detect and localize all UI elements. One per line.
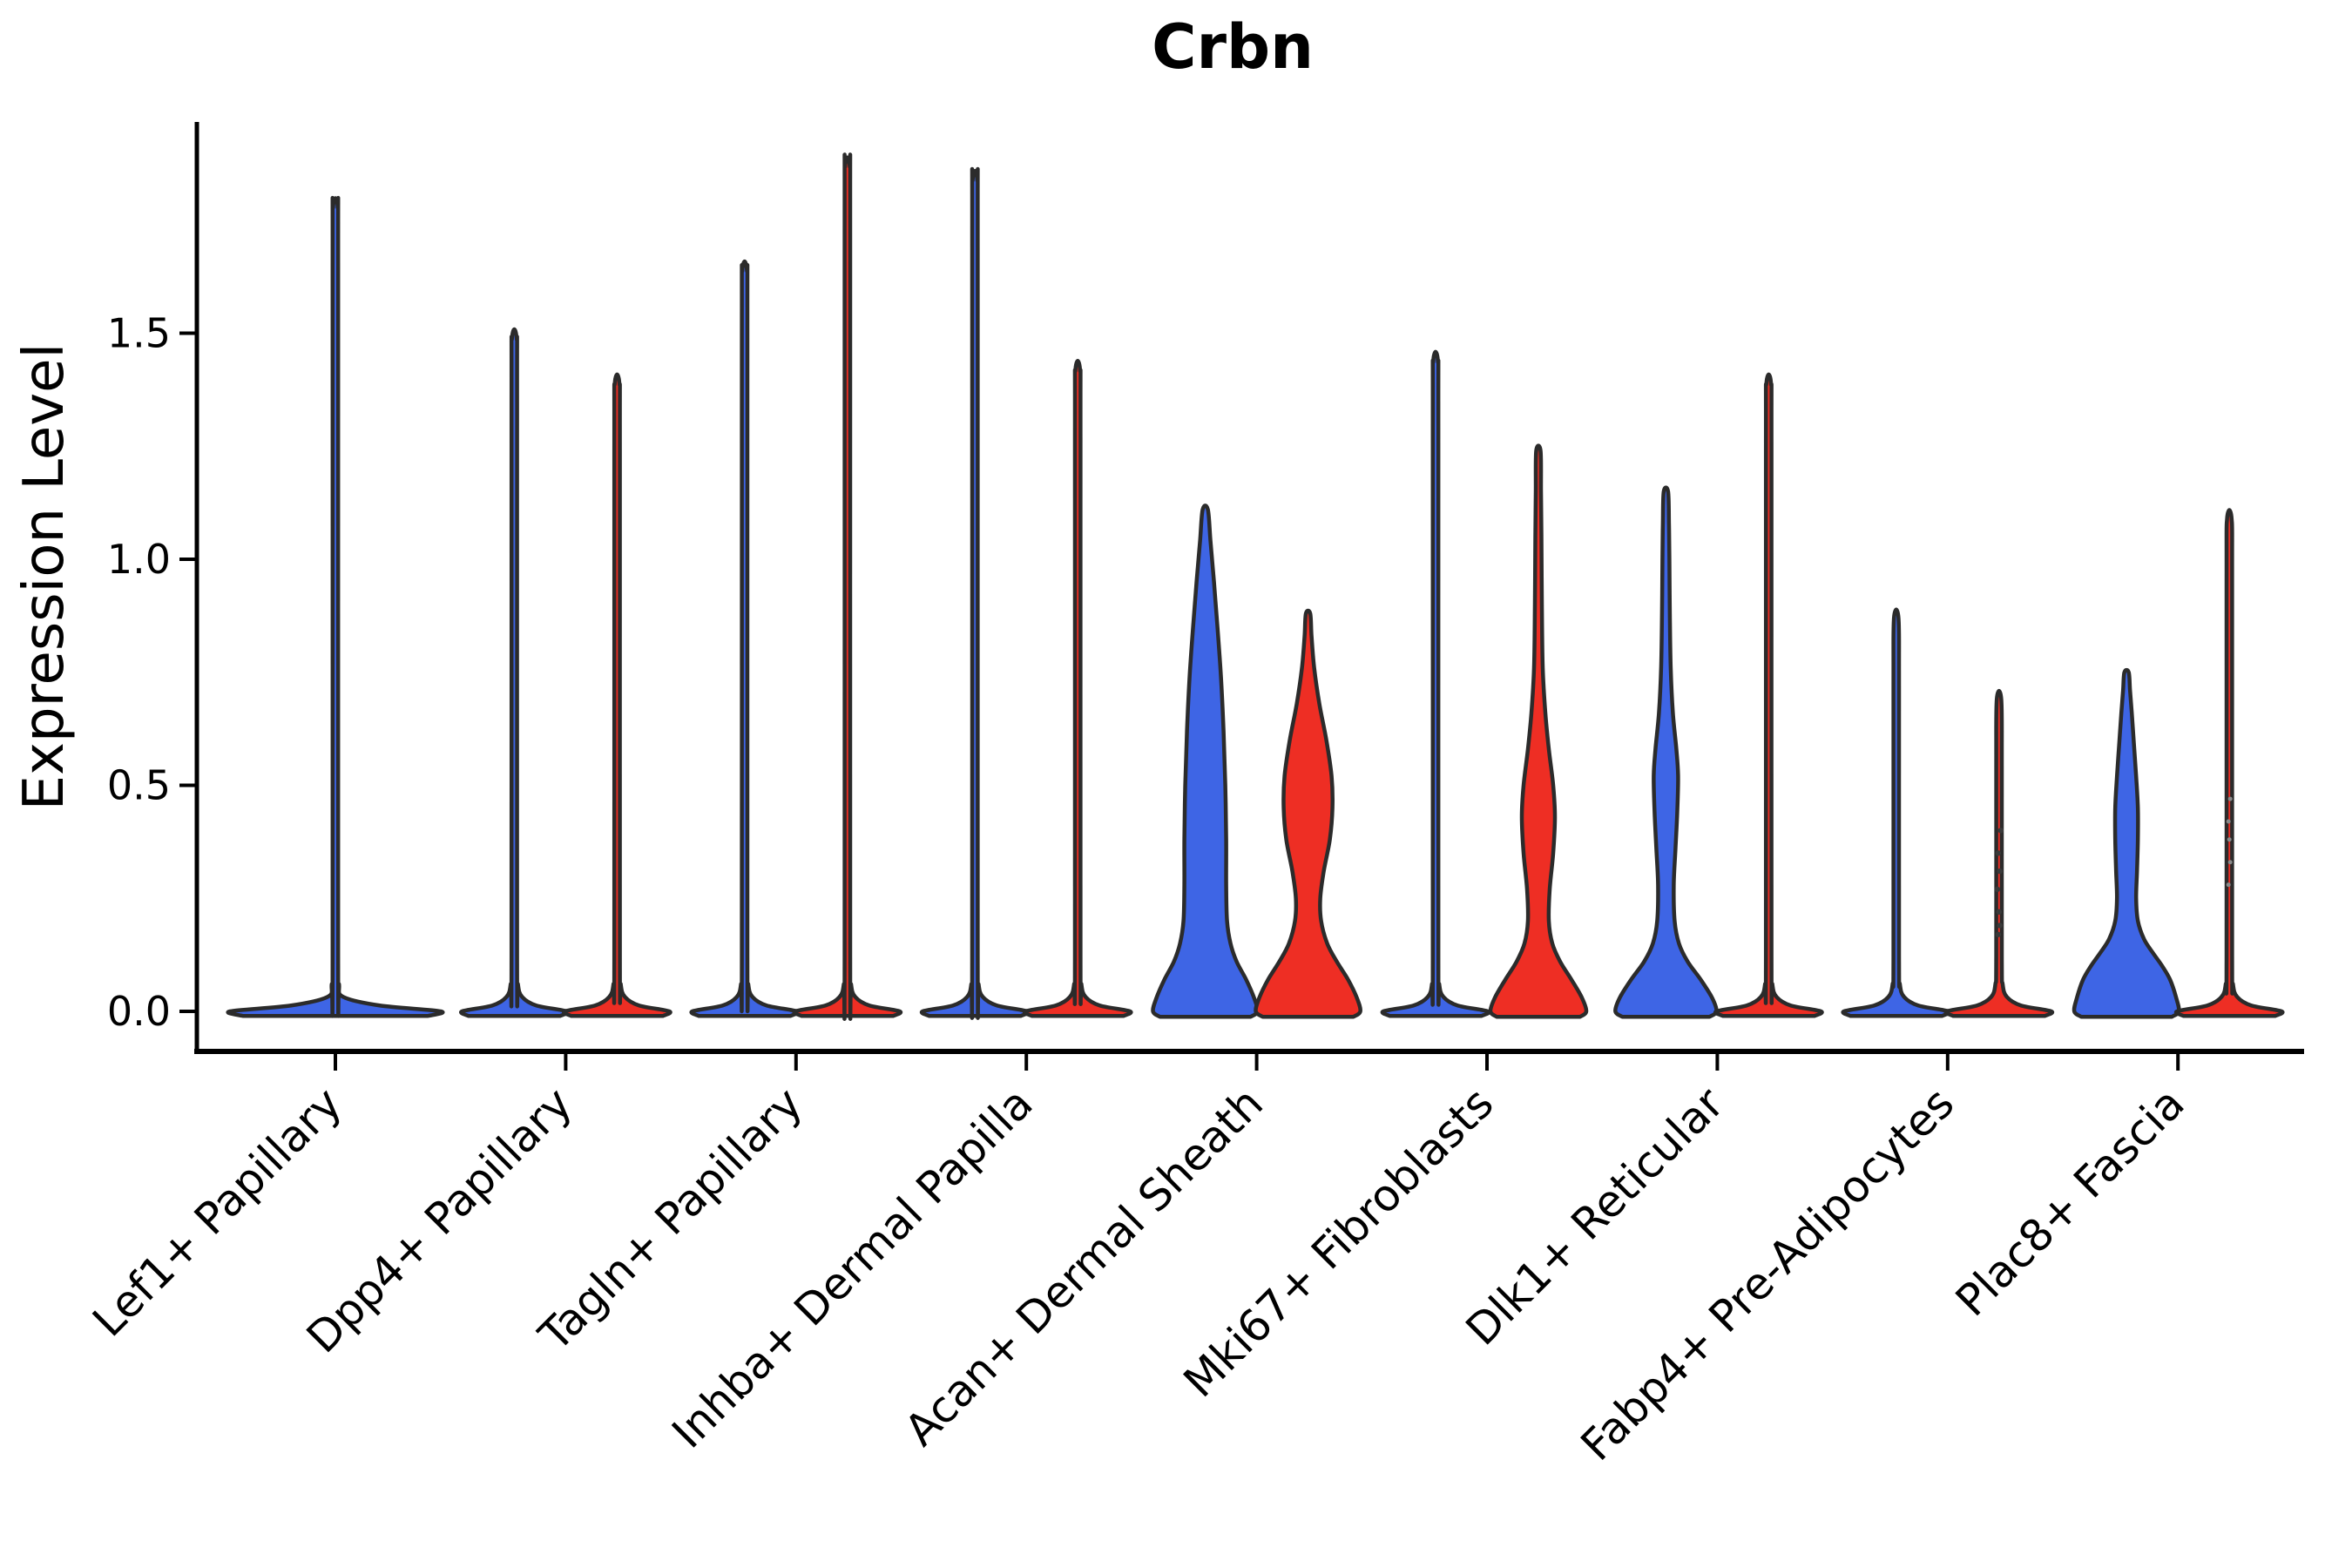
violin-spike-cat4-group1: [919, 166, 1031, 1020]
violin-spike-cat4-group2: [1022, 359, 1133, 1018]
jitter-point: [1996, 909, 2002, 916]
y-tick-label: 1.5: [107, 310, 171, 357]
y-axis-label: Expression Level: [12, 343, 77, 811]
jitter-point: [1997, 868, 2003, 875]
violin-spike-cat1-group1: [226, 195, 445, 1018]
x-tick-label: Lef1+ Papillary: [83, 1078, 351, 1346]
jitter-point: [2227, 837, 2232, 842]
violin-spike-cat2-group1: [459, 327, 570, 1018]
jitter-point: [1994, 886, 2000, 893]
violin-violin-cat6-group2: [1488, 443, 1589, 1019]
jitter-point: [1995, 850, 2001, 856]
jitter-point: [2226, 819, 2231, 824]
x-tick-label: Plac8+ Fascia: [1946, 1078, 2194, 1326]
chart-title: Crbn: [1152, 11, 1314, 83]
jitter-point: [1995, 931, 2001, 937]
y-tick-label: 0.0: [107, 988, 171, 1035]
violin-spike-cat3-group2: [792, 152, 903, 1021]
violin-violin-cat9-group1: [2072, 667, 2181, 1019]
jitter-point: [1997, 923, 2003, 929]
violin-spike-cat2-group2: [562, 372, 672, 1018]
jitter-point: [2227, 860, 2233, 865]
y-tick-label: 0.5: [107, 762, 171, 809]
violin-spike-cat6-group1: [1380, 349, 1491, 1018]
jitter-point: [2226, 882, 2231, 888]
violin-violin-cat5-group2: [1254, 608, 1362, 1019]
violin-spike-cat8-group1: [1841, 607, 1952, 1018]
jitter-point: [1997, 828, 2004, 834]
violin-violin-cat5-group1: [1151, 504, 1260, 1019]
violin-spike-cat9-group2: [2173, 508, 2285, 1018]
x-tick-label: Fabp4+ Pre-Adipocytes: [1571, 1078, 1964, 1470]
jitter-point: [2227, 796, 2233, 801]
violin-violin-cat7-group1: [1613, 485, 1719, 1019]
y-tick-label: 1.0: [107, 536, 171, 583]
violin-spike-cat7-group2: [1713, 372, 1824, 1018]
violin-spike-cat3-group1: [689, 259, 801, 1018]
